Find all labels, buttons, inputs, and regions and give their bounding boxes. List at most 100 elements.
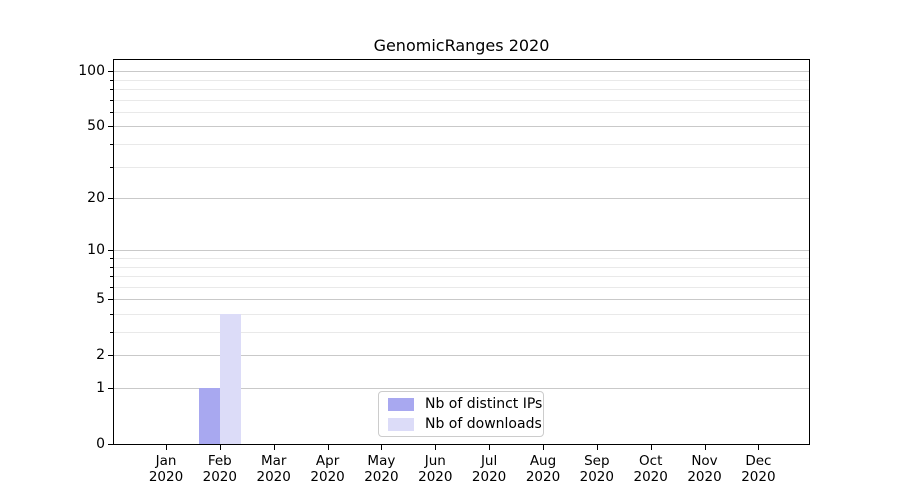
major-gridline	[114, 71, 809, 73]
x-tick-mark	[381, 445, 383, 450]
x-tick-label: Dec 2020	[726, 453, 790, 485]
x-tick-year: 2020	[202, 469, 237, 485]
x-tick-month: Nov	[691, 453, 718, 469]
x-tick-mark	[758, 445, 760, 450]
minor-gridline	[114, 166, 809, 168]
bar-feb-series0	[198, 388, 220, 444]
x-tick-year: 2020	[525, 469, 561, 485]
y-minor-tick-mark	[110, 276, 113, 277]
x-tick-month: Mar	[260, 453, 287, 469]
y-tick-mark	[108, 355, 113, 357]
x-tick-label: Oct 2020	[619, 453, 683, 485]
minor-gridline	[114, 99, 809, 101]
x-tick-label: Sep 2020	[565, 453, 629, 485]
y-tick-label: 2	[96, 347, 105, 364]
major-gridline	[114, 355, 809, 357]
legend-swatch-distinct-ips	[388, 397, 414, 411]
legend: Nb of distinct IPs Nb of downloads	[378, 391, 544, 437]
y-tick-label: 5	[96, 291, 105, 308]
y-tick-mark	[108, 126, 113, 128]
legend-swatch-downloads	[388, 417, 414, 431]
x-tick-mark	[704, 445, 706, 450]
x-tick-label: Mar 2020	[242, 453, 306, 485]
legend-label-distinct-ips: Nb of distinct IPs	[425, 396, 543, 412]
y-minor-tick-mark	[110, 314, 113, 315]
y-minor-tick-mark	[110, 111, 113, 113]
x-tick-month: Feb	[207, 453, 232, 469]
y-tick-mark	[108, 388, 113, 389]
y-minor-tick-mark	[110, 332, 113, 333]
minor-gridline	[114, 286, 809, 288]
x-tick-mark	[489, 445, 491, 450]
x-tick-mark	[219, 445, 221, 450]
x-tick-year: 2020	[256, 469, 291, 485]
minor-gridline	[114, 258, 809, 259]
legend-item-distinct-ips: Nb of distinct IPs	[388, 396, 543, 412]
major-gridline	[114, 126, 809, 128]
y-minor-tick-mark	[110, 79, 113, 81]
minor-gridline	[114, 79, 809, 81]
x-tick-year: 2020	[633, 469, 668, 485]
minor-gridline	[114, 276, 809, 277]
x-tick-mark	[166, 445, 167, 450]
x-tick-label: Feb 2020	[188, 453, 252, 485]
x-tick-year: 2020	[310, 469, 345, 485]
y-tick-label: 1	[96, 380, 105, 396]
x-tick-mark	[543, 445, 544, 450]
x-tick-month: Jul	[480, 453, 498, 469]
bar-feb-series1	[219, 314, 241, 444]
y-minor-tick-mark	[110, 89, 113, 90]
minor-gridline	[114, 144, 809, 145]
y-tick-label: 0	[96, 436, 105, 452]
x-tick-year: 2020	[741, 469, 776, 485]
x-tick-month: Dec	[745, 453, 772, 469]
x-tick-year: 2020	[471, 469, 507, 485]
y-minor-tick-mark	[110, 258, 113, 259]
chart-title: GenomicRanges 2020	[373, 36, 550, 55]
major-gridline	[114, 198, 809, 200]
x-tick-mark	[435, 445, 437, 450]
minor-gridline	[114, 314, 809, 315]
x-tick-label: Apr 2020	[296, 453, 360, 485]
x-tick-year: 2020	[579, 469, 614, 485]
y-minor-tick-mark	[110, 266, 113, 268]
y-tick-mark	[108, 444, 113, 445]
x-tick-year: 2020	[418, 469, 453, 485]
major-gridline	[114, 299, 809, 301]
y-tick-label: 10	[87, 242, 105, 259]
major-gridline	[114, 250, 809, 252]
minor-gridline	[114, 89, 809, 90]
minor-gridline	[114, 332, 809, 333]
y-minor-tick-mark	[110, 166, 113, 168]
x-tick-month: Sep	[584, 453, 610, 469]
x-tick-label: Jan 2020	[134, 453, 198, 485]
y-minor-tick-mark	[110, 144, 113, 145]
x-tick-month: May	[367, 453, 396, 469]
x-tick-year: 2020	[687, 469, 722, 485]
y-minor-tick-mark	[110, 99, 113, 101]
x-tick-month: Oct	[639, 453, 663, 469]
x-tick-month: Jan	[155, 453, 177, 469]
y-tick-label: 20	[87, 190, 105, 207]
plot-area	[113, 59, 810, 445]
x-tick-label: Jul 2020	[457, 453, 521, 485]
x-tick-label: Aug 2020	[511, 453, 575, 485]
x-tick-mark	[273, 445, 275, 450]
x-tick-year: 2020	[364, 469, 399, 485]
y-minor-tick-mark	[110, 286, 113, 288]
x-tick-mark	[650, 445, 652, 450]
x-tick-month: Aug	[529, 453, 557, 469]
x-tick-mark	[327, 445, 329, 450]
x-tick-year: 2020	[148, 469, 184, 485]
y-tick-mark	[108, 198, 113, 200]
x-tick-label: Jun 2020	[403, 453, 467, 485]
x-tick-month: Apr	[315, 453, 340, 469]
x-tick-label: May 2020	[349, 453, 413, 485]
y-tick-mark	[108, 250, 113, 252]
y-tick-label: 50	[87, 118, 105, 135]
minor-gridline	[114, 111, 809, 113]
legend-label-downloads: Nb of downloads	[425, 416, 542, 432]
y-tick-mark	[108, 299, 113, 301]
y-tick-label: 100	[78, 63, 105, 80]
